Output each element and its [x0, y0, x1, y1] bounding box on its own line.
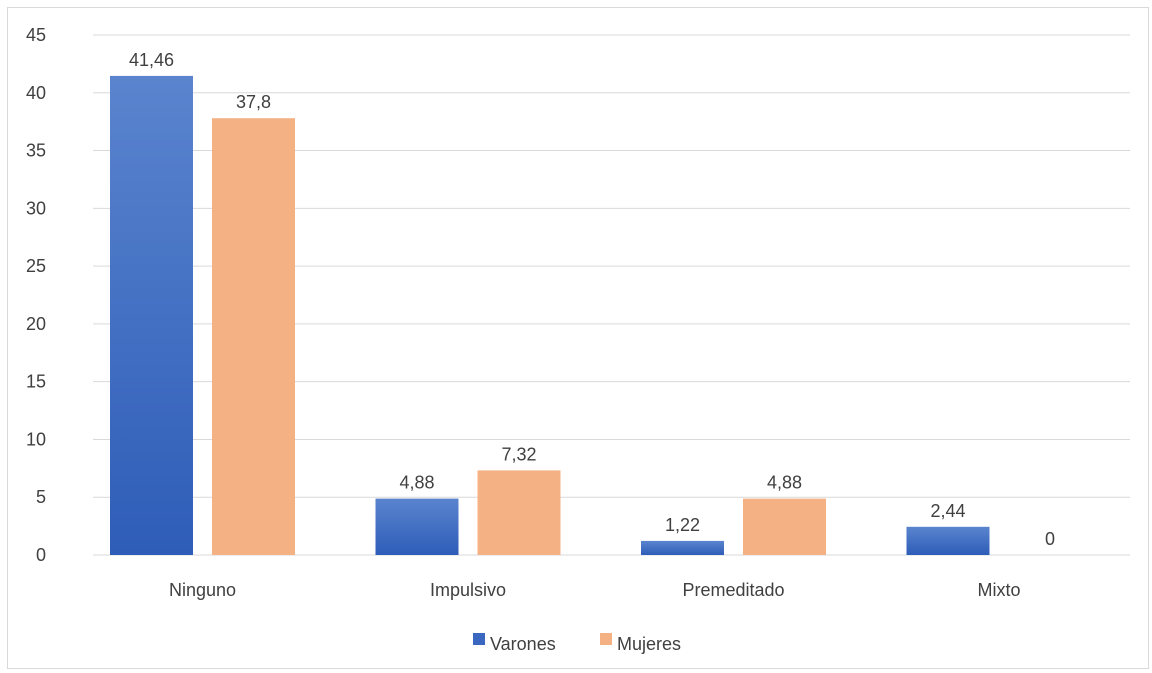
data-label: 41,46	[129, 50, 174, 70]
bar-mujeres-premeditado	[743, 498, 826, 555]
y-tick-label: 40	[26, 83, 46, 103]
x-axis: Ninguno Impulsivo Premeditado Mixto	[169, 580, 1021, 600]
y-tick-label: 30	[26, 198, 46, 218]
y-tick-label: 10	[26, 429, 46, 449]
legend-label-mujeres: Mujeres	[617, 634, 681, 654]
chart-frame	[7, 7, 1149, 669]
bar-varones-mixto	[906, 526, 990, 555]
data-label: 0	[1045, 529, 1055, 549]
y-axis: 0 5 10 15 20 25 30 35 40 45	[26, 25, 46, 565]
bar-varones-impulsivo	[375, 498, 459, 555]
y-tick-label: 35	[26, 141, 46, 161]
bar-varones-premeditado	[641, 540, 724, 555]
y-tick-label: 15	[26, 372, 46, 392]
x-category-label: Premeditado	[682, 580, 784, 600]
y-tick-label: 45	[26, 25, 46, 45]
legend-swatch-mujeres	[600, 633, 612, 645]
x-category-label: Impulsivo	[430, 580, 506, 600]
legend-label-varones: Varones	[490, 634, 556, 654]
x-category-label: Ninguno	[169, 580, 236, 600]
data-label: 4,88	[767, 473, 802, 493]
data-label: 1,22	[665, 515, 700, 535]
data-label: 7,32	[501, 444, 536, 464]
data-label: 4,88	[399, 473, 434, 493]
y-tick-label: 25	[26, 256, 46, 276]
bars	[110, 75, 990, 555]
y-tick-label: 20	[26, 314, 46, 334]
bar-mujeres-impulsivo	[477, 470, 561, 555]
data-label: 2,44	[930, 501, 965, 521]
data-labels: 41,46 37,8 4,88 7,32 1,22 4,88 2,44 0	[129, 50, 1055, 549]
legend-swatch-varones	[473, 633, 485, 645]
legend: Varones Mujeres	[473, 633, 681, 654]
bar-varones-ninguno	[110, 75, 193, 555]
data-label: 37,8	[236, 92, 271, 112]
y-tick-label: 5	[36, 487, 46, 507]
x-category-label: Mixto	[977, 580, 1020, 600]
bar-mujeres-ninguno	[212, 118, 295, 555]
y-tick-label: 0	[36, 545, 46, 565]
